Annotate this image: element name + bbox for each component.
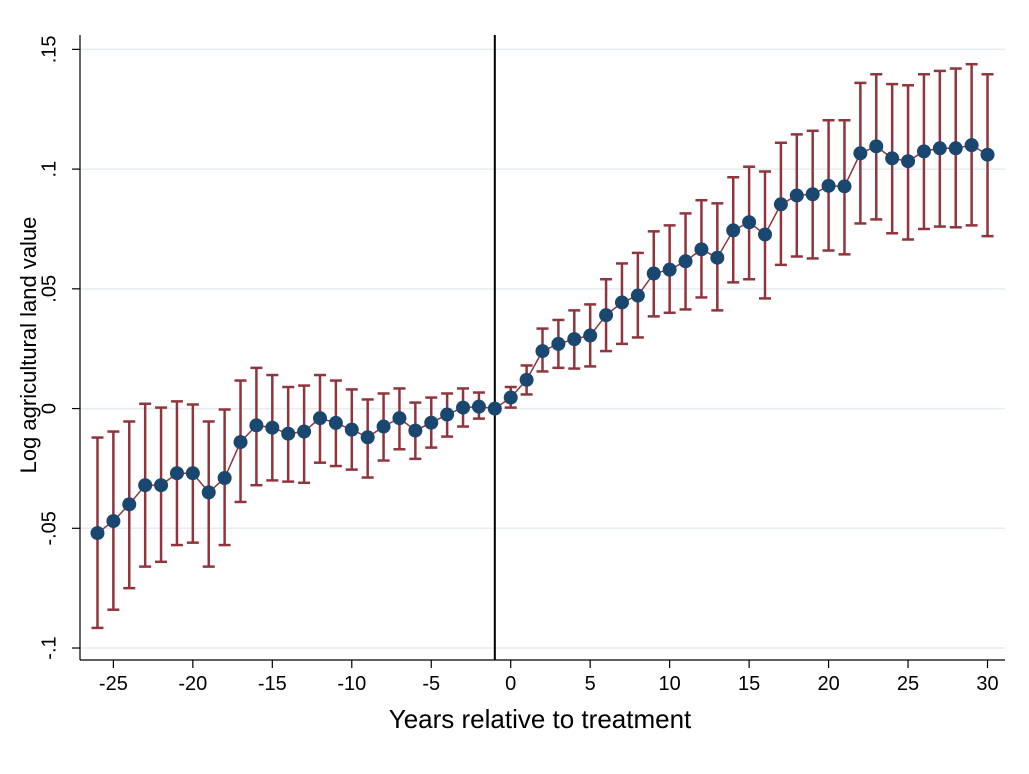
point	[567, 332, 582, 347]
point	[773, 197, 788, 212]
x-tick-label: 20	[817, 673, 839, 695]
point	[249, 418, 264, 433]
point	[535, 344, 550, 359]
point	[138, 478, 153, 493]
x-tick-label: 10	[659, 673, 681, 695]
point	[932, 141, 947, 156]
point	[392, 411, 407, 426]
x-tick-label: 0	[505, 673, 516, 695]
point	[789, 188, 804, 203]
point	[646, 266, 661, 281]
point	[869, 139, 884, 154]
point	[424, 415, 439, 430]
point	[487, 401, 502, 416]
point	[106, 514, 121, 529]
point	[519, 372, 534, 387]
x-tick-label: -5	[422, 673, 440, 695]
point	[614, 295, 629, 310]
x-tick-label: 25	[897, 673, 919, 695]
point	[360, 430, 375, 445]
point	[265, 420, 280, 435]
point	[90, 526, 105, 541]
point	[440, 407, 455, 422]
point	[726, 223, 741, 238]
point	[154, 478, 169, 493]
y-tick-label: -.05	[38, 511, 60, 545]
point	[583, 328, 598, 343]
y-tick-label: .05	[38, 275, 60, 303]
y-tick-label: -.1	[38, 636, 60, 659]
point	[916, 144, 931, 159]
point	[678, 254, 693, 269]
point	[297, 424, 312, 439]
point	[185, 466, 200, 481]
point	[233, 435, 248, 450]
point	[630, 288, 645, 303]
point	[758, 227, 773, 242]
x-tick-label: 15	[738, 673, 760, 695]
point	[122, 497, 137, 512]
x-axis-label: Years relative to treatment	[389, 704, 692, 734]
point	[980, 147, 995, 162]
x-tick-label: -10	[337, 673, 366, 695]
x-tick-label: -20	[178, 673, 207, 695]
point	[471, 399, 486, 414]
point	[376, 419, 391, 434]
point	[964, 138, 979, 153]
y-tick-label: .1	[38, 161, 60, 178]
point	[312, 411, 327, 426]
point	[169, 466, 184, 481]
point	[201, 485, 216, 500]
point	[328, 415, 343, 430]
point	[281, 426, 296, 441]
x-tick-label: -25	[99, 673, 128, 695]
x-tick-label: 30	[976, 673, 998, 695]
y-tick-label: .15	[38, 35, 60, 63]
point	[217, 471, 232, 486]
point	[805, 187, 820, 202]
point	[885, 151, 900, 166]
point	[456, 400, 471, 415]
point	[742, 215, 757, 230]
point	[662, 262, 677, 277]
point	[408, 423, 423, 438]
point	[837, 179, 852, 194]
point	[901, 154, 916, 169]
point	[853, 146, 868, 161]
point	[694, 242, 709, 257]
point	[599, 308, 614, 323]
point	[503, 390, 518, 405]
x-tick-label: -15	[258, 673, 287, 695]
point	[948, 141, 963, 156]
point	[710, 250, 725, 265]
point	[821, 178, 836, 193]
point	[551, 336, 566, 351]
y-tick-label: 0	[38, 403, 60, 414]
point	[344, 422, 359, 437]
y-axis-label: Log agricultural land value	[16, 217, 41, 474]
x-tick-label: 5	[585, 673, 596, 695]
